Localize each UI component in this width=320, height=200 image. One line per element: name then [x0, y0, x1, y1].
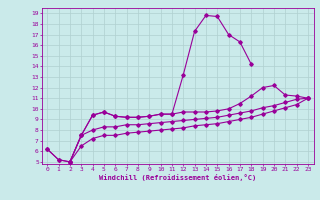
X-axis label: Windchill (Refroidissement éolien,°C): Windchill (Refroidissement éolien,°C): [99, 174, 256, 181]
